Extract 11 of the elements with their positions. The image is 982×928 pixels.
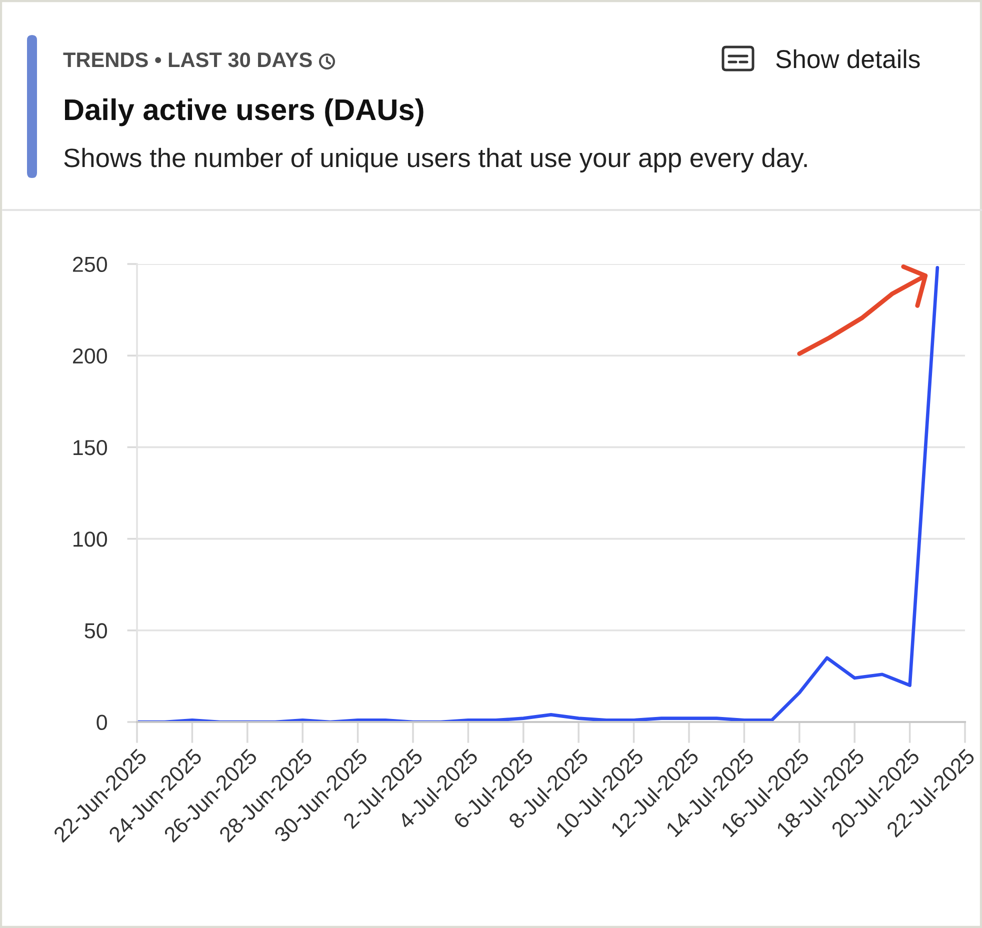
line-series: [137, 266, 940, 722]
text: Show details: [776, 49, 920, 68]
y-tick-label: 250: [73, 256, 107, 272]
y-tick-label: 100: [74, 532, 107, 547]
y-tick-label: 0: [96, 714, 107, 730]
y-tick-label: 200: [73, 348, 107, 364]
text: TRENDS • LAST 30 DAYS: [63, 52, 312, 68]
chart-subtitle: Shows the number of unique users that use your app every day.: [64, 148, 807, 172]
y-tick-label: 50: [84, 623, 107, 638]
y-tick-label: 150: [74, 440, 107, 456]
chart-title: Daily active users (DAUs): [64, 98, 424, 126]
